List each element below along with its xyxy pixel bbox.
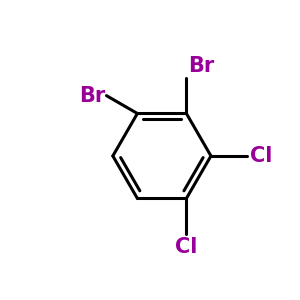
Text: Cl: Cl xyxy=(175,237,198,257)
Text: Br: Br xyxy=(188,56,214,76)
Text: Br: Br xyxy=(79,85,105,106)
Text: Cl: Cl xyxy=(250,146,272,166)
